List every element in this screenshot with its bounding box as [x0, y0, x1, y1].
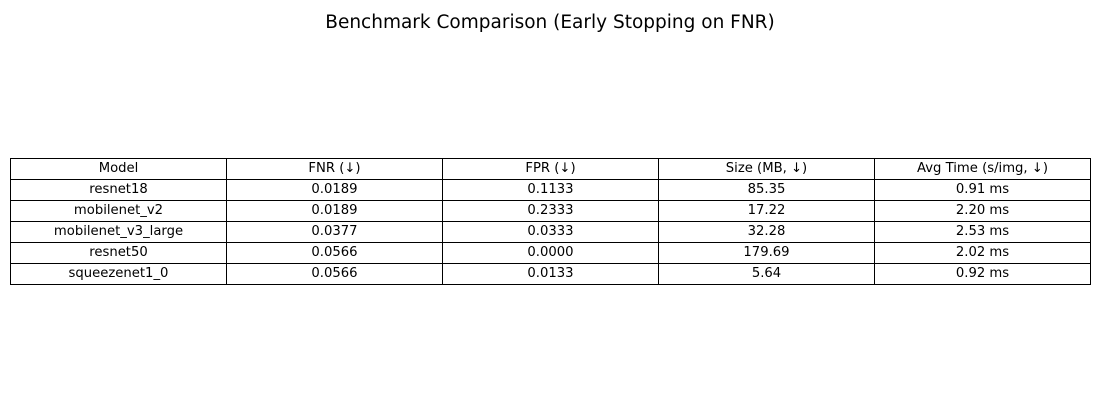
cell-fpr: 0.0000 — [442, 242, 659, 264]
cell-size: 32.28 — [658, 221, 875, 243]
cell-fpr: 0.2333 — [442, 200, 659, 222]
table-row: resnet50 0.0566 0.0000 179.69 2.02 ms — [10, 242, 1091, 264]
cell-size: 179.69 — [658, 242, 875, 264]
table-header-row: Model FNR (↓) FPR (↓) Size (MB, ↓) Avg T… — [10, 158, 1091, 180]
table-row: mobilenet_v2 0.0189 0.2333 17.22 2.20 ms — [10, 200, 1091, 222]
cell-fpr: 0.1133 — [442, 179, 659, 201]
cell-fnr: 0.0189 — [226, 200, 443, 222]
cell-avg-time: 0.92 ms — [874, 263, 1091, 285]
cell-fpr: 0.0333 — [442, 221, 659, 243]
table-row: resnet18 0.0189 0.1133 85.35 0.91 ms — [10, 179, 1091, 201]
cell-fnr: 0.0377 — [226, 221, 443, 243]
chart-title: Benchmark Comparison (Early Stopping on … — [325, 12, 775, 33]
cell-fpr: 0.0133 — [442, 263, 659, 285]
cell-fnr: 0.0566 — [226, 263, 443, 285]
cell-size: 85.35 — [658, 179, 875, 201]
cell-model: mobilenet_v2 — [10, 200, 227, 222]
cell-model: resnet18 — [10, 179, 227, 201]
cell-avg-time: 2.20 ms — [874, 200, 1091, 222]
cell-model: resnet50 — [10, 242, 227, 264]
cell-avg-time: 2.53 ms — [874, 221, 1091, 243]
cell-size: 17.22 — [658, 200, 875, 222]
cell-avg-time: 0.91 ms — [874, 179, 1091, 201]
benchmark-table: Model FNR (↓) FPR (↓) Size (MB, ↓) Avg T… — [10, 158, 1091, 285]
cell-model: squeezenet1_0 — [10, 263, 227, 285]
cell-size: 5.64 — [658, 263, 875, 285]
header-fpr: FPR (↓) — [442, 158, 659, 180]
header-size: Size (MB, ↓) — [658, 158, 875, 180]
header-fnr: FNR (↓) — [226, 158, 443, 180]
cell-model: mobilenet_v3_large — [10, 221, 227, 243]
cell-fnr: 0.0189 — [226, 179, 443, 201]
header-model: Model — [10, 158, 227, 180]
cell-fnr: 0.0566 — [226, 242, 443, 264]
table-row: squeezenet1_0 0.0566 0.0133 5.64 0.92 ms — [10, 263, 1091, 285]
cell-avg-time: 2.02 ms — [874, 242, 1091, 264]
table-row: mobilenet_v3_large 0.0377 0.0333 32.28 2… — [10, 221, 1091, 243]
header-avg-time: Avg Time (s/img, ↓) — [874, 158, 1091, 180]
